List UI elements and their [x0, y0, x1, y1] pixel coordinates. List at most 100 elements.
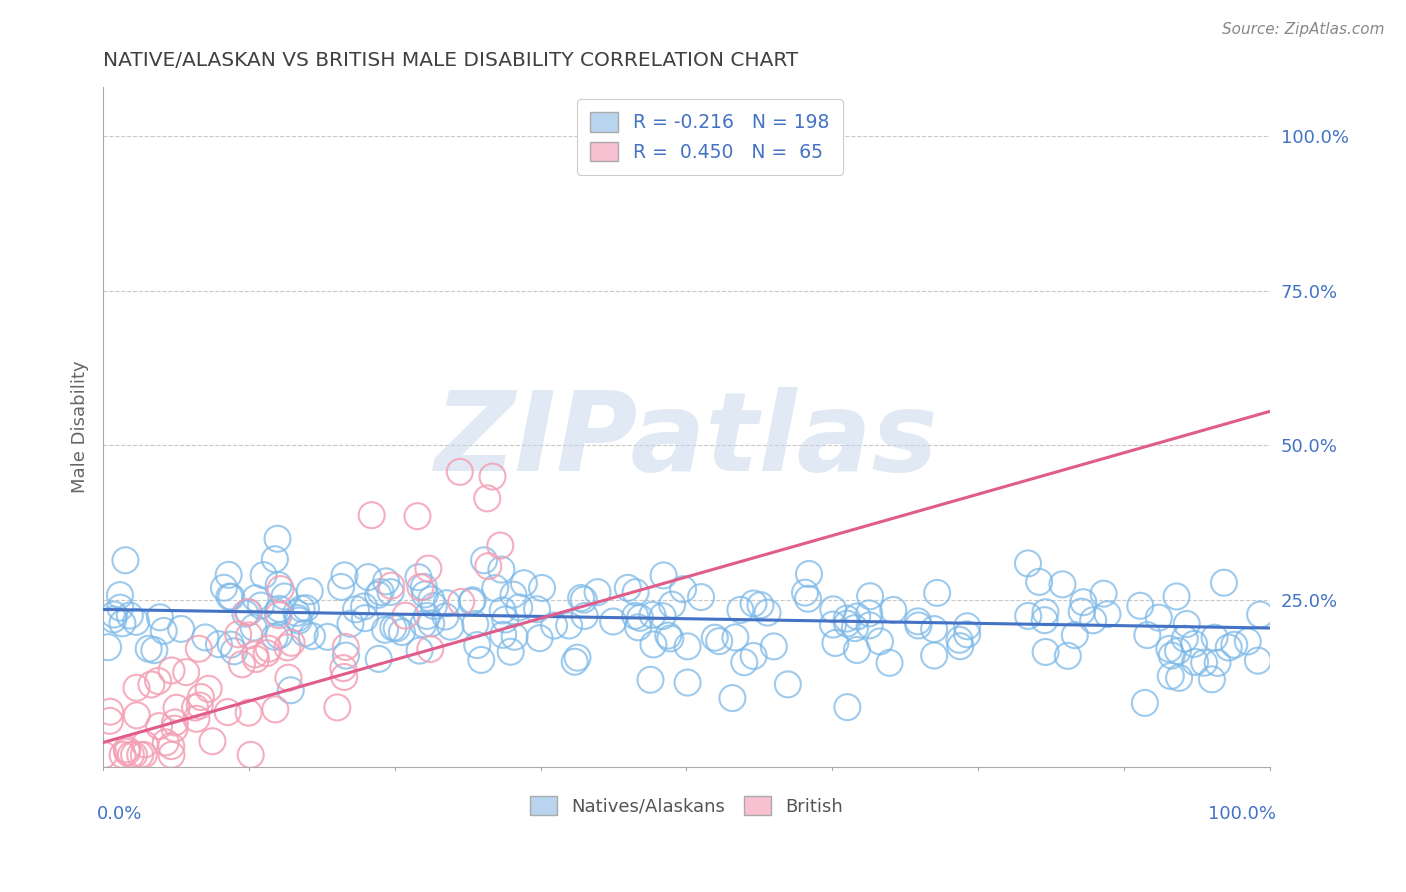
Point — [845, 643, 868, 657]
Point — [412, 617, 434, 632]
Point — [558, 618, 581, 632]
Point — [472, 553, 495, 567]
Point — [1213, 575, 1236, 590]
Point — [344, 602, 367, 616]
Point — [333, 568, 356, 582]
Point — [114, 553, 136, 567]
Point — [1035, 645, 1057, 659]
Point — [797, 566, 820, 581]
Point — [513, 576, 536, 591]
Point — [882, 603, 904, 617]
Point — [245, 591, 267, 606]
Point — [263, 630, 285, 644]
Point — [1052, 577, 1074, 591]
Point — [353, 599, 375, 614]
Point — [721, 691, 744, 706]
Point — [1056, 648, 1078, 663]
Point — [242, 621, 264, 635]
Text: ZIPatlas: ZIPatlas — [434, 387, 938, 494]
Point — [239, 747, 262, 762]
Point — [357, 570, 380, 584]
Point — [132, 747, 155, 762]
Point — [174, 665, 197, 680]
Point — [264, 552, 287, 566]
Point — [163, 722, 186, 736]
Point — [354, 611, 377, 625]
Point — [332, 661, 354, 675]
Point — [844, 621, 866, 635]
Point — [186, 712, 208, 726]
Point — [489, 539, 512, 553]
Point — [797, 591, 820, 606]
Point — [394, 608, 416, 623]
Point — [1204, 631, 1226, 645]
Point — [222, 644, 245, 658]
Point — [420, 616, 443, 631]
Point — [821, 617, 844, 632]
Point — [464, 617, 486, 632]
Point — [1028, 574, 1050, 589]
Point — [564, 655, 586, 669]
Point — [125, 708, 148, 723]
Point — [1184, 655, 1206, 669]
Point — [166, 700, 188, 714]
Point — [730, 603, 752, 617]
Point — [651, 609, 673, 624]
Point — [149, 610, 172, 624]
Point — [122, 747, 145, 762]
Point — [108, 588, 131, 602]
Point — [374, 623, 396, 637]
Point — [824, 636, 846, 650]
Point — [418, 561, 440, 575]
Point — [235, 607, 257, 621]
Point — [197, 681, 219, 696]
Point — [339, 616, 361, 631]
Point — [98, 705, 121, 719]
Point — [502, 588, 524, 602]
Text: 0.0%: 0.0% — [97, 805, 142, 822]
Point — [146, 673, 169, 688]
Point — [617, 581, 640, 595]
Point — [160, 664, 183, 678]
Point — [450, 595, 472, 609]
Point — [266, 606, 288, 620]
Point — [380, 579, 402, 593]
Point — [276, 640, 298, 655]
Point — [280, 683, 302, 698]
Point — [465, 638, 488, 652]
Point — [250, 599, 273, 613]
Point — [266, 532, 288, 546]
Text: Source: ZipAtlas.com: Source: ZipAtlas.com — [1222, 22, 1385, 37]
Point — [217, 705, 239, 719]
Point — [385, 621, 408, 635]
Point — [543, 618, 565, 632]
Point — [406, 509, 429, 524]
Point — [470, 653, 492, 667]
Point — [231, 657, 253, 672]
Point — [477, 559, 499, 574]
Point — [360, 508, 382, 523]
Point — [301, 629, 323, 643]
Point — [628, 611, 651, 625]
Point — [492, 628, 515, 642]
Point — [434, 609, 457, 624]
Point — [375, 574, 398, 589]
Point — [508, 600, 530, 615]
Point — [879, 656, 901, 670]
Point — [236, 605, 259, 619]
Point — [835, 612, 858, 626]
Point — [661, 598, 683, 612]
Point — [627, 620, 650, 634]
Point — [499, 645, 522, 659]
Point — [503, 630, 526, 644]
Point — [624, 608, 647, 623]
Point — [690, 590, 713, 604]
Point — [1249, 607, 1271, 622]
Point — [212, 581, 235, 595]
Point — [1083, 613, 1105, 627]
Point — [1092, 587, 1115, 601]
Point — [1071, 595, 1094, 609]
Point — [1247, 654, 1270, 668]
Point — [1174, 632, 1197, 646]
Point — [823, 602, 845, 616]
